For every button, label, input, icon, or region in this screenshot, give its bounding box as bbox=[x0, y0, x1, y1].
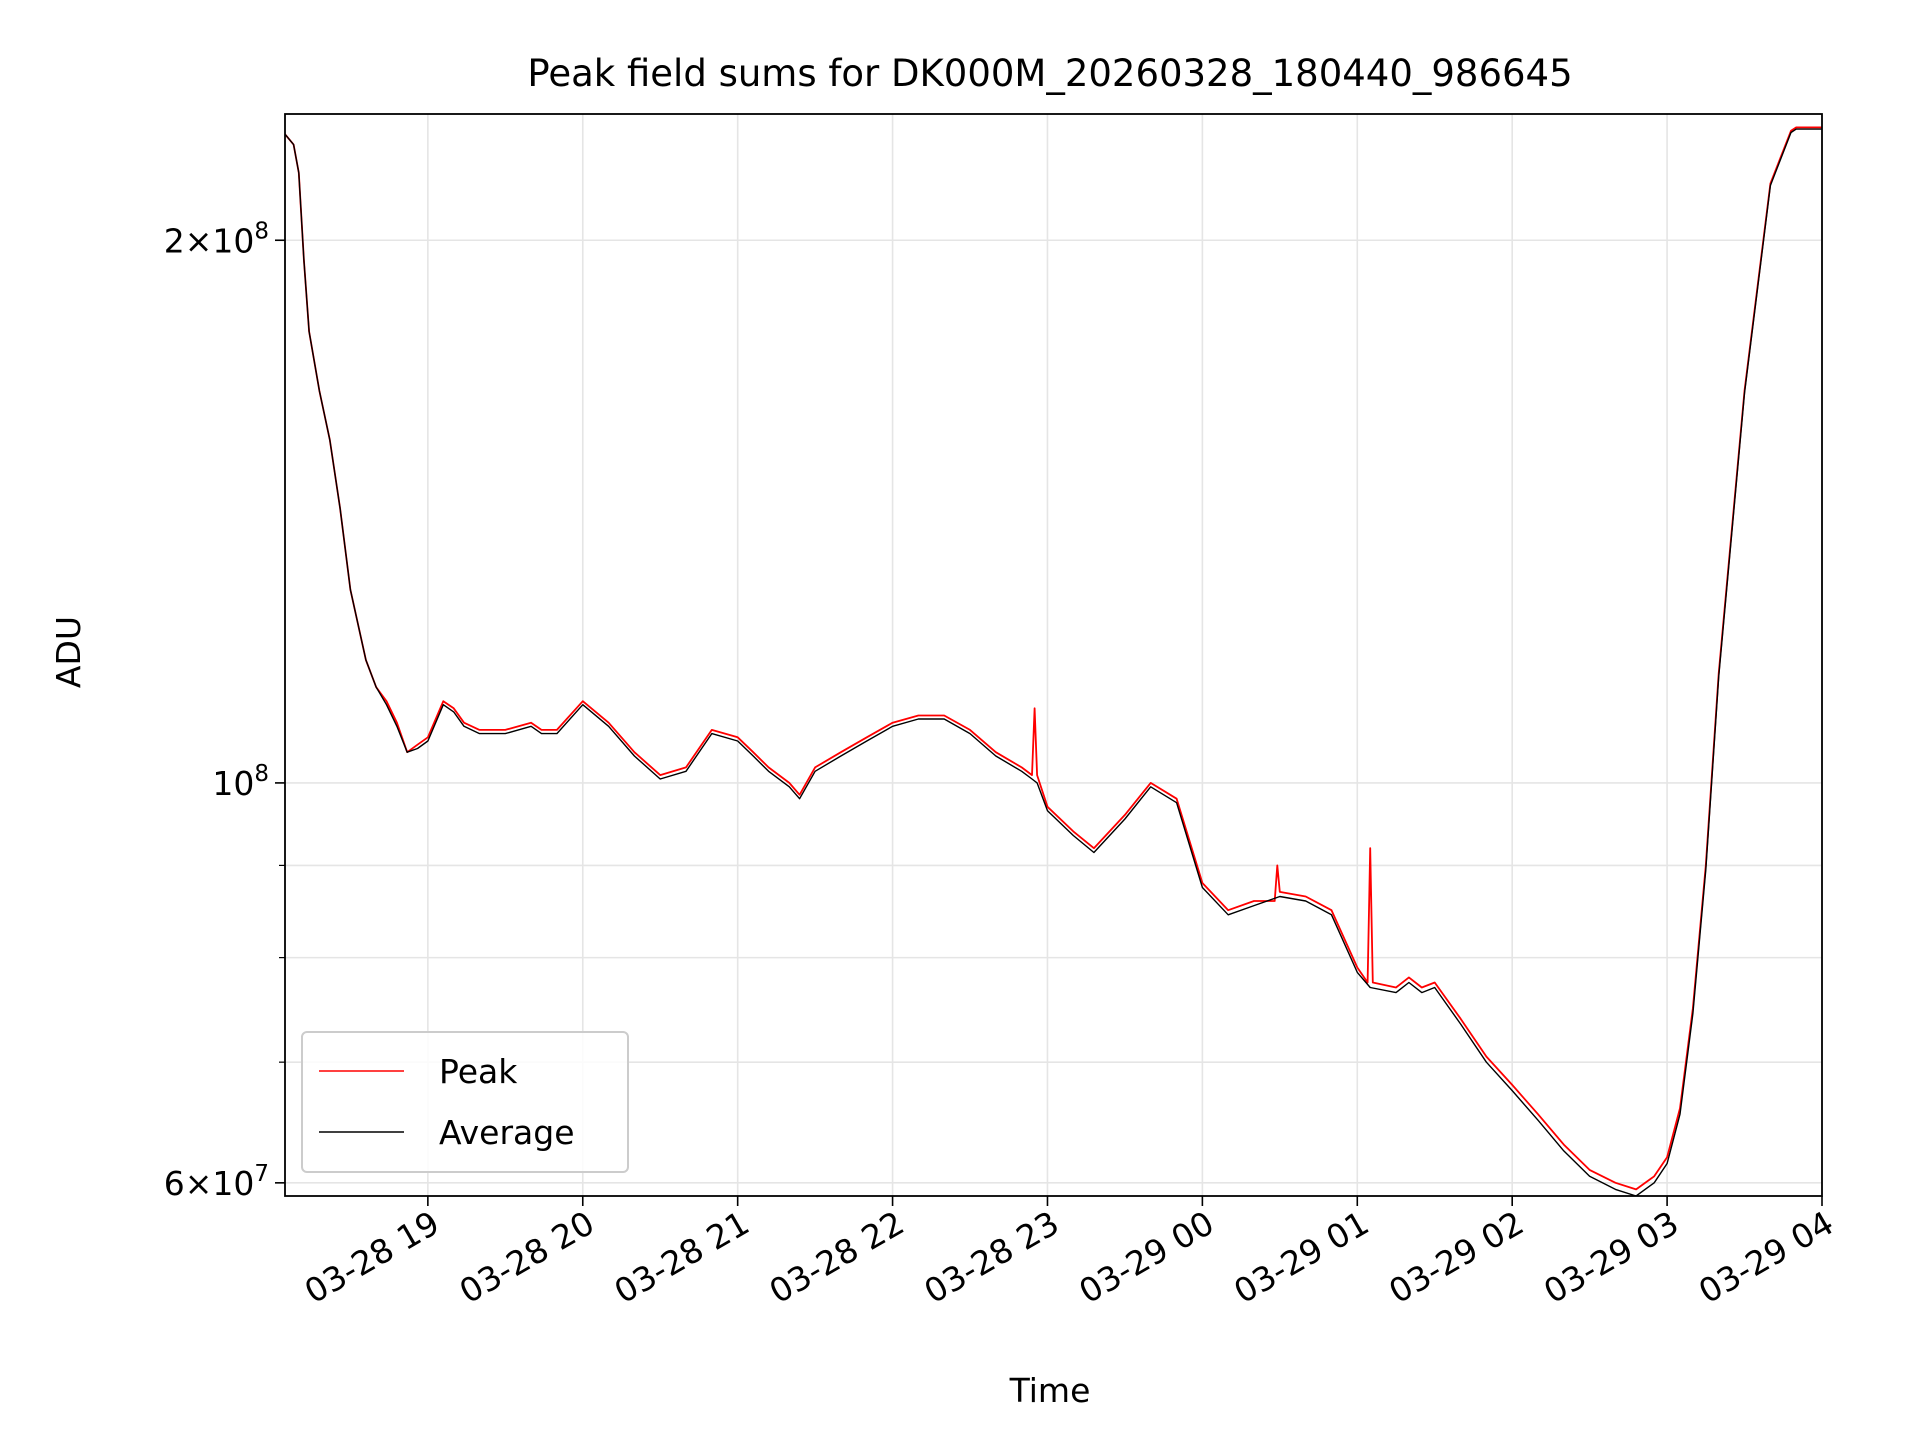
x-tick-label: 03-28 20 bbox=[453, 1203, 601, 1311]
y-tick-label-base: 6×10 bbox=[164, 1164, 255, 1203]
x-tick-label: 03-29 01 bbox=[1227, 1203, 1375, 1311]
plot-frame bbox=[284, 113, 1823, 1197]
y-tick-label-exponent: 8 bbox=[254, 761, 269, 787]
x-tick-label: 03-29 04 bbox=[1692, 1203, 1840, 1311]
series-line-peak bbox=[285, 126, 1822, 1191]
x-tick-label: 03-28 23 bbox=[917, 1203, 1065, 1311]
legend-box bbox=[301, 1031, 629, 1173]
x-tick-label: 03-29 03 bbox=[1537, 1203, 1685, 1311]
x-tick-label: 03-29 00 bbox=[1072, 1203, 1220, 1311]
y-tick-label: 108 bbox=[212, 761, 269, 803]
chart-title: Peak field sums for DK000M_20260328_1804… bbox=[527, 52, 1572, 95]
legend-label-average: Average bbox=[439, 1113, 575, 1152]
y-tick-label: 2×108 bbox=[164, 218, 269, 260]
legend-label-peak: Peak bbox=[439, 1052, 518, 1091]
y-axis-label: ADU bbox=[49, 616, 88, 688]
y-tick-label-base: 10 bbox=[212, 764, 254, 803]
series-layer bbox=[285, 126, 1822, 1196]
legend: Peak Average bbox=[301, 1031, 629, 1173]
x-tick-label: 03-28 19 bbox=[298, 1203, 446, 1311]
x-tick-label: 03-29 02 bbox=[1382, 1203, 1530, 1311]
x-tick-label: 03-28 21 bbox=[608, 1203, 756, 1311]
x-tick-label: 03-28 22 bbox=[763, 1203, 911, 1311]
y-tick-label-base: 2×10 bbox=[164, 221, 255, 260]
y-tick-label-exponent: 8 bbox=[254, 218, 269, 244]
series-line-average bbox=[285, 128, 1822, 1196]
y-tick-label-exponent: 7 bbox=[254, 1161, 269, 1187]
grid-layer bbox=[285, 114, 1823, 1196]
y-tick-label: 6×107 bbox=[164, 1161, 269, 1203]
x-axis-label: Time bbox=[1009, 1371, 1091, 1410]
